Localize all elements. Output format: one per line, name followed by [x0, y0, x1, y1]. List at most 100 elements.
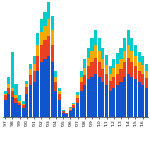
- Bar: [83, 59, 86, 68]
- Bar: [33, 56, 36, 64]
- Bar: [127, 74, 130, 117]
- Bar: [51, 62, 54, 117]
- Bar: [7, 84, 10, 88]
- Bar: [116, 54, 119, 64]
- Bar: [76, 92, 79, 95]
- Bar: [130, 76, 133, 117]
- Bar: [98, 38, 101, 51]
- Bar: [69, 111, 72, 117]
- Bar: [109, 81, 112, 91]
- Bar: [7, 76, 10, 84]
- Bar: [51, 16, 54, 30]
- Bar: [7, 88, 10, 94]
- Bar: [116, 64, 119, 74]
- Bar: [112, 76, 115, 88]
- Bar: [25, 81, 28, 84]
- Bar: [22, 104, 25, 105]
- Bar: [58, 91, 61, 94]
- Bar: [61, 113, 65, 117]
- Bar: [22, 101, 25, 104]
- Bar: [76, 98, 79, 103]
- Bar: [90, 38, 94, 51]
- Bar: [105, 74, 108, 85]
- Bar: [15, 84, 18, 95]
- Bar: [87, 48, 90, 58]
- Bar: [18, 105, 21, 117]
- Bar: [80, 76, 83, 82]
- Bar: [127, 58, 130, 74]
- Bar: [80, 91, 83, 117]
- Bar: [51, 45, 54, 62]
- Bar: [105, 55, 108, 65]
- Bar: [65, 114, 68, 117]
- Bar: [80, 71, 83, 76]
- Bar: [83, 68, 86, 75]
- Bar: [112, 68, 115, 76]
- Bar: [141, 56, 144, 65]
- Bar: [4, 91, 7, 94]
- Bar: [29, 64, 32, 69]
- Bar: [138, 62, 141, 71]
- Bar: [83, 75, 86, 85]
- Bar: [61, 110, 65, 111]
- Bar: [36, 56, 39, 71]
- Bar: [87, 58, 90, 66]
- Bar: [76, 95, 79, 98]
- Bar: [54, 71, 57, 76]
- Bar: [7, 94, 10, 117]
- Bar: [44, 12, 46, 26]
- Bar: [15, 103, 18, 117]
- Bar: [112, 59, 115, 68]
- Bar: [33, 82, 36, 117]
- Bar: [61, 111, 65, 113]
- Bar: [80, 82, 83, 91]
- Bar: [15, 95, 18, 98]
- Bar: [69, 107, 72, 108]
- Bar: [33, 64, 36, 71]
- Bar: [40, 45, 43, 62]
- Bar: [29, 75, 32, 85]
- Bar: [130, 38, 133, 51]
- Bar: [47, 36, 50, 56]
- Bar: [127, 45, 130, 58]
- Bar: [11, 97, 14, 117]
- Bar: [36, 33, 39, 45]
- Bar: [109, 91, 112, 117]
- Bar: [44, 26, 46, 40]
- Bar: [54, 91, 57, 117]
- Bar: [11, 91, 14, 97]
- Bar: [69, 110, 72, 111]
- Bar: [98, 51, 101, 62]
- Bar: [138, 52, 141, 62]
- Bar: [123, 38, 126, 51]
- Bar: [11, 88, 14, 91]
- Bar: [138, 82, 141, 117]
- Bar: [123, 51, 126, 62]
- Bar: [18, 95, 21, 101]
- Bar: [4, 94, 7, 95]
- Bar: [141, 85, 144, 117]
- Bar: [11, 52, 14, 88]
- Bar: [90, 51, 94, 62]
- Bar: [98, 62, 101, 76]
- Bar: [90, 62, 94, 76]
- Bar: [87, 80, 90, 117]
- Bar: [112, 88, 115, 117]
- Bar: [119, 82, 123, 117]
- Bar: [123, 76, 126, 117]
- Bar: [101, 82, 104, 117]
- Bar: [109, 74, 112, 81]
- Bar: [58, 94, 61, 100]
- Bar: [36, 71, 39, 117]
- Bar: [29, 85, 32, 117]
- Bar: [130, 51, 133, 62]
- Bar: [18, 103, 21, 105]
- Bar: [54, 82, 57, 91]
- Bar: [94, 74, 97, 117]
- Bar: [119, 59, 123, 69]
- Bar: [54, 76, 57, 82]
- Bar: [134, 45, 137, 56]
- Bar: [134, 56, 137, 66]
- Bar: [145, 88, 148, 117]
- Bar: [29, 69, 32, 75]
